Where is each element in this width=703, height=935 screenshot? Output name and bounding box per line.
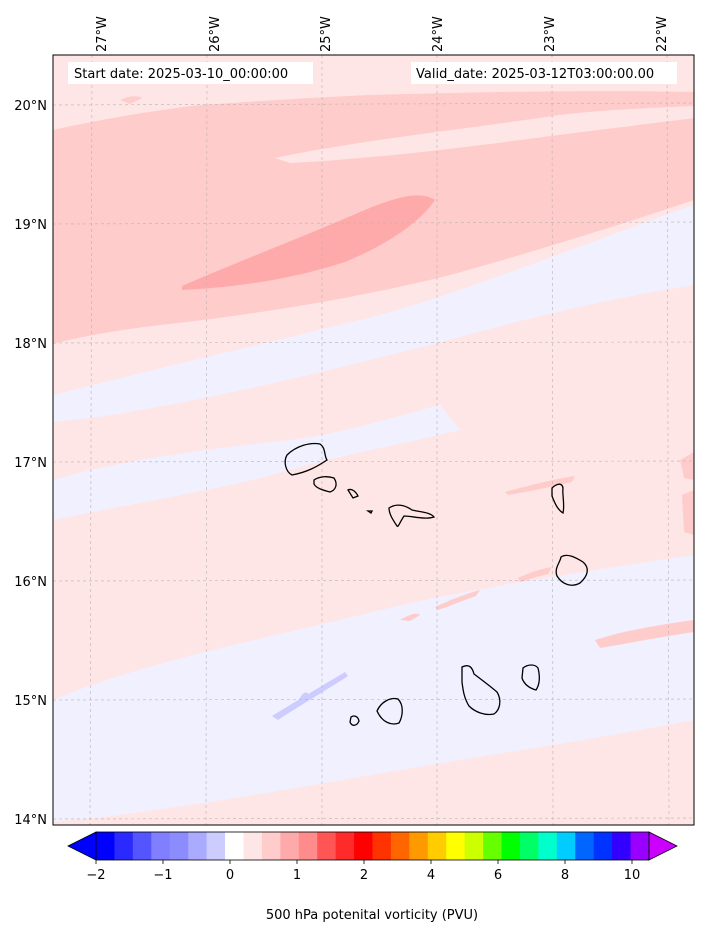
colorbar-tick-label: 0 [226, 868, 234, 883]
colorbar-segment [483, 832, 502, 860]
start-date-box [68, 62, 313, 84]
valid-date-box [411, 62, 677, 84]
pv-streak-3 [595, 620, 694, 648]
island-sao-nicolau [388, 504, 436, 528]
colorbar-tick-label: 10 [624, 868, 641, 883]
colorbar: −2 −1 0 1 2 4 6 8 10 500 hPa potenital v… [67, 831, 678, 923]
coastlines [284, 442, 588, 726]
colorbar-segment [446, 832, 466, 860]
island-boa-vista [555, 554, 588, 586]
pv-blue-band-mid [53, 405, 460, 520]
colorbar-tick-label: 4 [427, 868, 435, 883]
colorbar-segment [354, 832, 373, 860]
colorbar-segment [188, 832, 207, 860]
colorbar-title: 500 hPa potenital vorticity (PVU) [266, 908, 478, 923]
pv-light-strip-top [53, 75, 694, 118]
valid-date-label: Valid_date: 2025-03-12T03:00:00.00 [416, 67, 654, 82]
colorbar-segment [206, 832, 226, 860]
lon-label-26w: 26°W [208, 16, 223, 52]
island-fogo [376, 697, 403, 725]
colorbar-segment [96, 832, 115, 860]
island-ilheus [365, 510, 374, 514]
colorbar-segment [298, 832, 318, 860]
pv-streak-4 [518, 567, 552, 582]
pv-streak-8 [120, 96, 142, 104]
colorbar-ticks [95, 860, 633, 864]
latitude-labels: 20°N 19°N 18°N 17°N 16°N 15°N 14°N [14, 99, 47, 828]
colorbar-tick-label: 1 [293, 868, 301, 883]
colorbar-segment [464, 832, 484, 860]
lat-label-17n: 17°N [14, 456, 47, 471]
lat-label-14n: 14°N [14, 813, 47, 828]
colorbar-over-arrow [648, 831, 678, 861]
colorbar-segment [225, 832, 244, 860]
start-date-label: Start date: 2025-03-10_00:00:00 [74, 67, 288, 82]
pv-light-streak [275, 106, 694, 163]
colorbar-segment [261, 832, 281, 860]
lon-label-25w: 25°W [319, 16, 334, 52]
colorbar-tick-label: 8 [561, 868, 569, 883]
lon-label-27w: 27°W [95, 16, 110, 52]
island-brava [349, 715, 360, 726]
graticule [53, 55, 694, 825]
island-sal [551, 483, 565, 515]
pv-blue-patch [272, 672, 348, 720]
lon-label-22w: 22°W [655, 16, 670, 52]
island-santa-luzia [347, 488, 359, 499]
colorbar-segment [593, 832, 613, 860]
pv-blue-patch-small [299, 692, 309, 703]
pv-dark-pink-core [182, 195, 435, 290]
colorbar-segment [556, 832, 576, 860]
lat-label-16n: 16°N [14, 575, 47, 590]
island-santiago [461, 665, 501, 716]
colorbar-segment [390, 832, 410, 860]
map-frame [52, 54, 695, 826]
colorbar-segment [409, 832, 429, 860]
pv-streak-5 [680, 452, 694, 480]
island-sao-vicente [313, 476, 337, 493]
island-santo-antao [284, 442, 328, 476]
colorbar-segment [538, 832, 558, 860]
colorbar-segment [630, 832, 650, 860]
pv-field [53, 55, 694, 825]
colorbar-segment [132, 832, 152, 860]
pv-streak-1 [505, 476, 575, 495]
colorbar-segment [114, 832, 134, 860]
colorbar-segment [575, 832, 595, 860]
colorbar-tick-label: −2 [86, 868, 105, 883]
colorbar-segment [372, 832, 392, 860]
colorbar-tick-label: −1 [153, 868, 172, 883]
colorbar-segment [243, 832, 263, 860]
colorbar-segment [427, 832, 447, 860]
island-maio [521, 664, 540, 691]
colorbar-frame [95, 831, 650, 861]
colorbar-segments [96, 832, 650, 860]
colorbar-tick-label: 2 [360, 868, 368, 883]
colorbar-segment [612, 832, 631, 860]
pv-blue-band-south [53, 555, 694, 822]
colorbar-segment [151, 832, 171, 860]
colorbar-segment [519, 832, 539, 860]
lon-label-24w: 24°W [431, 16, 446, 52]
lat-label-18n: 18°N [14, 337, 47, 352]
colorbar-segment [317, 832, 337, 860]
colorbar-segment [335, 832, 355, 860]
pv-blue-band-north [53, 205, 694, 422]
lat-label-15n: 15°N [14, 694, 47, 709]
colorbar-segment [501, 832, 521, 860]
longitude-labels: 27°W 26°W 25°W 24°W 23°W 22°W [95, 16, 670, 52]
lat-label-19n: 19°N [14, 218, 47, 233]
colorbar-segment [280, 832, 300, 860]
colorbar-tick-label: 6 [494, 868, 502, 883]
colorbar-under-arrow [67, 831, 97, 861]
pv-streak-7 [400, 613, 420, 621]
lon-label-23w: 23°W [543, 16, 558, 52]
pv-streak-6 [682, 490, 694, 535]
pv-streak-2 [435, 590, 480, 610]
lat-label-20n: 20°N [14, 99, 47, 114]
colorbar-segment [169, 832, 189, 860]
